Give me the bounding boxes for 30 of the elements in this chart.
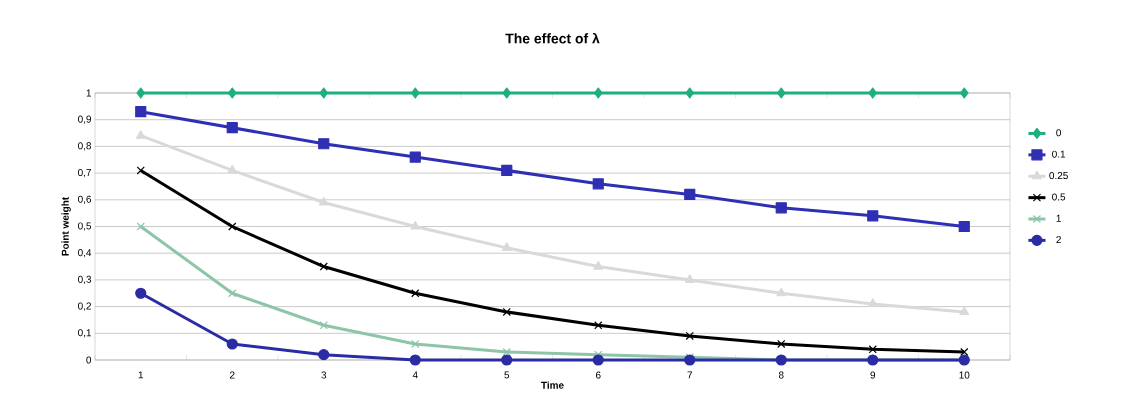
legend-label: 0 [1056, 129, 1062, 137]
y-tick-label: 0,7 [78, 168, 91, 178]
x-tick-label: 10 [959, 371, 970, 379]
y-tick-label: 0 [86, 356, 92, 364]
legend-label: 0.25 [1049, 172, 1068, 180]
y-tick-label: 0,3 [78, 275, 92, 285]
x-tick-label: 1 [138, 371, 144, 379]
x-tick-label: 6 [595, 371, 601, 379]
y-tick-label: 0,4 [78, 249, 92, 258]
y-tick-label: 0,2 [78, 302, 91, 311]
legend-label: 0.1 [1052, 150, 1066, 158]
y-tick-label: 0,5 [78, 222, 92, 231]
legend-label: 1 [1056, 214, 1061, 222]
y-tick-label: 0,1 [78, 329, 92, 338]
y-tick-label: 0,6 [78, 195, 92, 204]
x-tick-label: 5 [504, 371, 510, 379]
y-tick-label: 0,8 [78, 142, 92, 151]
chart-title: The effect of λ [505, 32, 600, 44]
y-axis-title: Point weight [61, 197, 71, 256]
x-axis-title: Time [541, 381, 564, 389]
x-tick-label: 3 [321, 371, 327, 379]
y-tick-label: 0,9 [78, 115, 92, 124]
legend-label: 0.5 [1052, 193, 1066, 201]
x-tick-label: 8 [778, 371, 784, 379]
legend-label: 2 [1056, 236, 1061, 244]
y-tick-label: 1 [86, 89, 92, 97]
x-tick-label: 7 [687, 371, 693, 379]
x-tick-label: 4 [412, 371, 418, 379]
x-tick-label: 9 [870, 371, 876, 379]
x-tick-label: 2 [229, 371, 235, 379]
